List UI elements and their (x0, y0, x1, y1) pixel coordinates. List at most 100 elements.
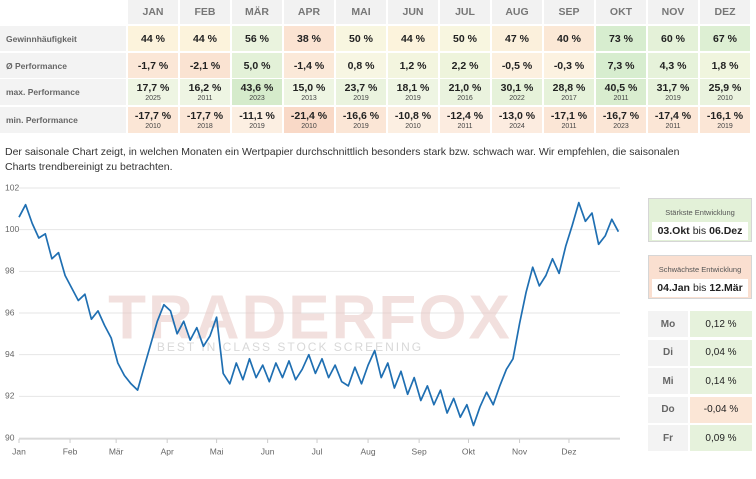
x-tick-label: Jul (312, 446, 323, 456)
weekday: Mo (648, 311, 688, 337)
table-cell: 50 % (440, 26, 490, 51)
cell-value: 56 % (245, 32, 269, 45)
cell-year: 2019 (717, 123, 733, 130)
cell-year: 2019 (665, 95, 681, 102)
cell-value: 25,9 % (708, 82, 742, 94)
column-header: JUL (440, 0, 490, 24)
column-header: SEP (544, 0, 594, 24)
x-tick-label: Mär (109, 446, 124, 456)
cell-value: 43,6 % (240, 82, 274, 94)
weekday: Mi (648, 368, 688, 394)
cell-value: 18,1 % (396, 82, 430, 94)
cell-year: 2011 (457, 123, 473, 130)
weekday-value: 0,14 % (690, 368, 752, 394)
table-cell: 43,6 % 2023 (232, 79, 282, 105)
cell-year: 2022 (509, 95, 525, 102)
row-label: Gewinnhäufigkeit (0, 26, 126, 51)
line-series (18, 201, 620, 427)
table-cell: -16,1 % 2019 (700, 107, 750, 133)
cell-value: 7,3 % (607, 59, 635, 72)
box-range: 04.Jan bis 12.Mär (652, 279, 748, 297)
cell-value: -0,3 % (553, 59, 585, 72)
y-tick-label: 94 (5, 349, 15, 359)
cell-value: 21,0 % (448, 82, 482, 94)
cell-year: 2011 (197, 95, 213, 102)
table-cell: 44 % (180, 26, 230, 51)
table-cell: 0,8 % (336, 53, 386, 78)
range-connector: bis (692, 282, 707, 294)
table-cell: -10,8 % 2010 (388, 107, 438, 133)
table-cell: 5,0 % (232, 53, 282, 78)
cell-value: 2,2 % (451, 59, 479, 72)
table-cell: 40,5 % 2011 (596, 79, 646, 105)
cell-value: 1,8 % (711, 59, 739, 72)
cell-value: 60 % (661, 32, 685, 45)
cell-value: 40,5 % (604, 82, 638, 94)
cell-value: -12,4 % (446, 110, 484, 122)
table-cell: 47 % (492, 26, 542, 51)
cell-value: -13,0 % (498, 110, 536, 122)
table-cell: 1,8 % (700, 53, 750, 78)
weekday: Di (648, 339, 688, 366)
cell-value: 5,0 % (243, 59, 271, 72)
row-label: max. Performance (0, 79, 126, 105)
y-tick-label: 98 (5, 266, 15, 276)
cell-value: 47 % (505, 32, 529, 45)
cell-year: 2013 (301, 95, 317, 102)
cell-value: 38 % (297, 32, 321, 45)
cell-value: -17,7 % (186, 110, 224, 122)
column-header: JAN (128, 0, 178, 24)
table-cell: 23,7 % 2019 (336, 79, 386, 105)
cell-value: 67 % (713, 32, 737, 45)
cell-value: -16,1 % (706, 110, 744, 122)
table-cell: -16,7 % 2023 (596, 107, 646, 133)
cell-value: 44 % (193, 32, 217, 45)
table-cell: -17,1 % 2011 (544, 107, 594, 133)
box-range: 03.Okt bis 06.Dez (652, 222, 748, 240)
watermark: TRADERFOX (108, 283, 512, 352)
weekday-row: Do -0,04 % (648, 396, 752, 423)
x-tick-label: Sep (412, 446, 427, 456)
table-cell: 25,9 % 2010 (700, 79, 750, 105)
y-tick-label: 92 (5, 391, 15, 401)
cell-value: -2,1 % (189, 59, 221, 72)
table-cell: -1,7 % (128, 53, 178, 78)
table-cell: 56 % (232, 26, 282, 51)
cell-year: 2016 (457, 95, 473, 102)
table-cell: -13,0 % 2024 (492, 107, 542, 133)
range-from: 03.Okt (657, 225, 690, 237)
table-cell: 30,1 % 2022 (492, 79, 542, 105)
weekday-value: -0,04 % (690, 396, 752, 423)
cell-value: 50 % (349, 32, 373, 45)
cell-value: 44 % (401, 32, 425, 45)
table-cell: 21,0 % 2016 (440, 79, 490, 105)
cell-value: 30,1 % (500, 82, 534, 94)
table-cell: 44 % (128, 26, 178, 51)
cell-year: 2010 (301, 123, 317, 130)
cell-value: -17,7 % (134, 110, 172, 122)
cell-year: 2018 (197, 123, 213, 130)
y-tick-label: 102 (5, 182, 19, 192)
cell-value: 40 % (557, 32, 581, 45)
table-cell: 73 % (596, 26, 646, 51)
cell-value: 28,8 % (552, 82, 586, 94)
x-tick-label: Jan (12, 446, 26, 456)
cell-value: -0,5 % (501, 59, 533, 72)
column-header: NOV (648, 0, 698, 24)
table-cell: 28,8 % 2017 (544, 79, 594, 105)
x-tick-label: Feb (63, 446, 78, 456)
table-cell: 60 % (648, 26, 698, 51)
table-cell: 44 % (388, 26, 438, 51)
cell-value: -17,1 % (550, 110, 588, 122)
weekday-row: Mi 0,14 % (648, 368, 752, 394)
table-cell: 18,1 % 2019 (388, 79, 438, 105)
row-label: min. Performance (0, 107, 126, 133)
weekday-row: Mo 0,12 % (648, 311, 752, 337)
table-cell: -12,4 % 2011 (440, 107, 490, 133)
cell-year: 2011 (561, 123, 577, 130)
cell-value: 73 % (609, 32, 633, 45)
cell-value: -17,4 % (654, 110, 692, 122)
cell-year: 2025 (145, 95, 161, 102)
y-tick-label: 100 (5, 224, 19, 234)
cell-value: -16,7 % (602, 110, 640, 122)
